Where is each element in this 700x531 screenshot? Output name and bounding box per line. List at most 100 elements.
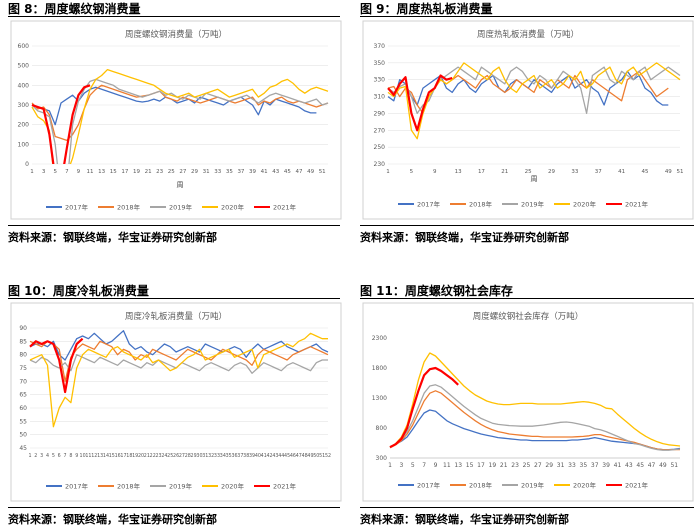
x-tick-label: 33 xyxy=(214,169,221,175)
legend-label: 2017年 xyxy=(417,200,441,209)
figure-11-top-rule xyxy=(360,298,694,299)
x-tick-label: 15 xyxy=(109,453,115,459)
series-line-2020年 xyxy=(29,332,328,428)
x-tick-label: 12 xyxy=(91,453,97,459)
x-tick-label: 6 xyxy=(58,453,61,459)
legend-label: 2019年 xyxy=(169,482,193,491)
x-tick-label: 21 xyxy=(500,462,508,469)
x-tick-label: 9 xyxy=(434,462,438,469)
x-tick-label: 51 xyxy=(319,453,325,459)
x-tick-label: 39 xyxy=(249,453,255,459)
x-tick-label: 51 xyxy=(670,462,678,469)
x-tick-label: 40 xyxy=(255,453,261,459)
x-tick-label: 32 xyxy=(208,453,214,459)
series-line-2017年 xyxy=(29,330,329,361)
x-tick-label: 49 xyxy=(665,169,672,175)
figure-10-top-rule xyxy=(8,298,340,299)
x-tick-label: 13 xyxy=(454,462,462,469)
figure-8-bottom-rule xyxy=(8,225,340,226)
series-line-2018年 xyxy=(31,84,329,142)
x-tick-label: 50 xyxy=(313,453,319,459)
x-tick-label: 52 xyxy=(325,453,331,459)
x-tick-label: 29 xyxy=(548,169,555,175)
x-tick-label: 26 xyxy=(173,453,179,459)
series-line-2021年 xyxy=(387,74,453,132)
x-tick-label: 27 xyxy=(534,462,542,469)
x-tick-label: 33 xyxy=(568,462,576,469)
x-tick-label: 5 xyxy=(411,462,415,469)
y-tick-label: 370 xyxy=(374,43,386,50)
y-tick-label: 200 xyxy=(18,122,30,129)
series-line-2019年 xyxy=(389,384,681,451)
legend-label: 2021年 xyxy=(625,200,649,209)
y-tick-label: 270 xyxy=(374,127,386,134)
x-tick-label: 17 xyxy=(121,169,128,175)
x-tick-label: 8 xyxy=(69,453,72,459)
x-tick-label: 1 xyxy=(386,169,390,175)
x-tick-label: 39 xyxy=(249,169,256,175)
legend-label: 2017年 xyxy=(65,482,89,491)
y-tick-label: 50 xyxy=(19,432,27,439)
y-tick-label: 1300 xyxy=(372,395,387,402)
figure-11-source: 资料来源：钢联终端，华宝证券研究创新部 xyxy=(360,513,569,526)
y-tick-label: 290 xyxy=(374,110,386,117)
chart-title: 周度螺纹钢社会库存（万吨） xyxy=(473,311,584,322)
y-tick-label: 75 xyxy=(19,365,27,372)
y-tick-label: 600 xyxy=(18,43,30,50)
figure-11-bottom-rule xyxy=(360,507,694,508)
chart-title: 周度冷轧板消费量（万吨） xyxy=(125,311,227,322)
y-tick-label: 60 xyxy=(19,405,27,412)
x-tick-label: 34 xyxy=(220,453,226,459)
x-tick-label: 41 xyxy=(261,453,267,459)
x-tick-label: 25 xyxy=(523,462,531,469)
x-tick-label: 3 xyxy=(40,453,43,459)
x-tick-label: 4 xyxy=(46,453,49,459)
x-tick-label: 17 xyxy=(120,453,126,459)
x-tick-label: 45 xyxy=(284,169,291,175)
x-tick-label: 35 xyxy=(580,462,588,469)
x-tick-label: 35 xyxy=(226,453,232,459)
chart-title: 周度螺纹钢消费量（万吨） xyxy=(125,29,227,40)
figure-11-label: 图 11：周度螺纹钢社会库存 xyxy=(360,284,513,298)
x-tick-label: 46 xyxy=(290,453,296,459)
x-tick-label: 5 xyxy=(53,169,57,175)
x-tick-label: 27 xyxy=(179,169,186,175)
x-tick-label: 18 xyxy=(126,453,132,459)
x-tick-label: 47 xyxy=(296,453,302,459)
x-tick-label: 37 xyxy=(237,169,244,175)
x-tick-label: 41 xyxy=(618,169,625,175)
legend-label: 2021年 xyxy=(273,203,297,212)
figure-8-label: 图 8：周度螺纹钢消费量 xyxy=(8,2,141,16)
y-tick-label: 55 xyxy=(19,418,27,425)
figure-9-bottom-rule xyxy=(360,225,694,226)
figure-9-source: 资料来源：钢联终端，华宝证券研究创新部 xyxy=(360,231,569,244)
x-tick-label: 41 xyxy=(261,169,268,175)
x-tick-label: 29 xyxy=(191,169,198,175)
legend-label: 2021年 xyxy=(625,481,649,490)
x-tick-label: 27 xyxy=(179,453,185,459)
legend-label: 2019年 xyxy=(521,481,545,490)
y-tick-label: 350 xyxy=(374,60,386,67)
x-tick-label: 1 xyxy=(30,169,34,175)
y-tick-label: 2300 xyxy=(372,335,387,342)
legend-label: 2018年 xyxy=(469,481,493,490)
x-tick-label: 7 xyxy=(422,462,426,469)
y-tick-label: 330 xyxy=(374,77,386,84)
y-tick-label: 65 xyxy=(19,392,27,399)
x-tick-label: 16 xyxy=(115,453,121,459)
series-line-2021年 xyxy=(389,366,459,449)
legend-label: 2020年 xyxy=(221,482,245,491)
legend-label: 2020年 xyxy=(573,481,597,490)
figure-10-source: 资料来源：钢联终端，华宝证券研究创新部 xyxy=(8,513,217,526)
x-tick-label: 45 xyxy=(641,169,648,175)
x-axis-label: 周 xyxy=(531,175,538,183)
series-line-2020年 xyxy=(389,352,681,448)
x-tick-label: 24 xyxy=(161,453,167,459)
x-tick-label: 49 xyxy=(307,169,314,175)
y-tick-label: 1800 xyxy=(372,365,387,372)
x-axis-label: 周 xyxy=(177,181,184,189)
y-tick-label: 45 xyxy=(19,445,27,452)
x-tick-label: 13 xyxy=(97,453,103,459)
